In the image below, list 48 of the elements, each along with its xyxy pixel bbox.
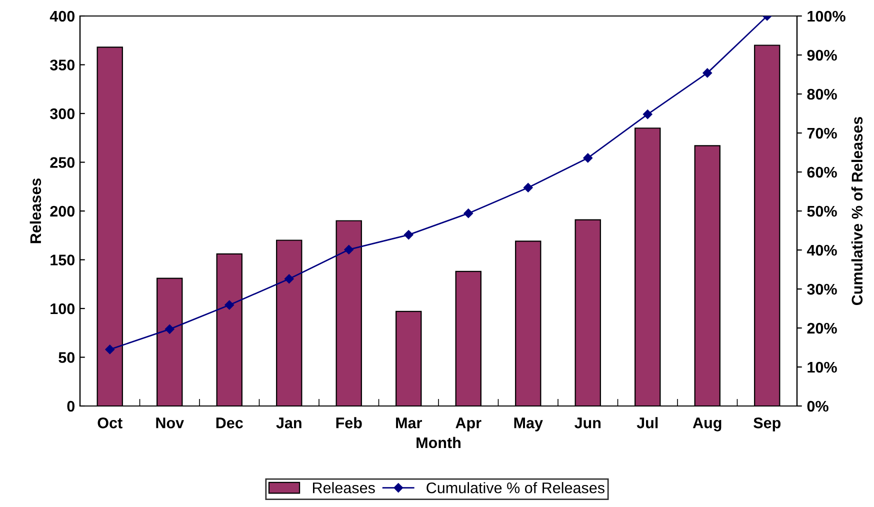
y-tick-label: 50 <box>58 352 75 363</box>
y2-axis-title: Cumulative % of Releases <box>851 116 863 306</box>
y2-tick-label: 60% <box>807 166 837 178</box>
y2-tick-label: 100% <box>808 10 846 22</box>
x-tick-label: Jul <box>636 417 658 428</box>
x-tick-label: Feb <box>336 417 362 428</box>
legend-label: Cumulative % of Releases <box>426 482 604 494</box>
y2-tick-label: 20% <box>807 322 837 334</box>
y2-tick-label: 90% <box>807 50 837 61</box>
y2-tick-label: 0% <box>807 400 828 412</box>
y2-tick-label: 80% <box>807 88 837 100</box>
y2-tick-label: 50% <box>807 206 837 217</box>
y-tick-label: 400 <box>50 10 75 22</box>
x-tick-label: Jan <box>276 418 302 428</box>
x-tick-label: Dec <box>216 418 243 428</box>
x-tick-label: May <box>514 418 543 432</box>
y-tick-label: 350 <box>50 60 75 70</box>
y-tick-label: 200 <box>50 206 75 217</box>
x-axis-title: Month <box>416 436 460 448</box>
y2-tick-label: 10% <box>808 362 837 373</box>
x-tick-label: Mar <box>396 418 422 428</box>
x-tick-label: Oct <box>98 418 122 428</box>
point <box>524 182 533 192</box>
y2-tick-label: 30% <box>807 284 837 295</box>
point <box>464 208 473 218</box>
x-tick-label: Apr <box>456 418 482 432</box>
y-tick-label: 150 <box>50 254 75 266</box>
y-tick-label: 250 <box>50 157 75 168</box>
x-tick-label: Aug <box>692 418 722 432</box>
x-tick-label: Jun <box>574 418 601 428</box>
point <box>165 324 174 334</box>
y2-tick-label: 40% <box>806 244 837 256</box>
y2-tick-label: 70% <box>807 128 837 139</box>
point <box>702 68 712 78</box>
legend-label: Releases <box>313 482 375 494</box>
y-tick-label: 100 <box>50 303 75 314</box>
point <box>284 274 294 284</box>
point <box>224 300 234 310</box>
x-tick-label: Sep <box>754 418 781 432</box>
point <box>643 110 652 119</box>
point <box>344 244 354 254</box>
point <box>583 153 592 163</box>
y-axis-title: Releases <box>30 178 42 244</box>
point <box>404 230 414 240</box>
point <box>105 344 114 354</box>
y-tick-label: 0 <box>67 400 75 412</box>
y-tick-label: 300 <box>50 108 75 120</box>
x-tick-label: Nov <box>156 418 184 428</box>
